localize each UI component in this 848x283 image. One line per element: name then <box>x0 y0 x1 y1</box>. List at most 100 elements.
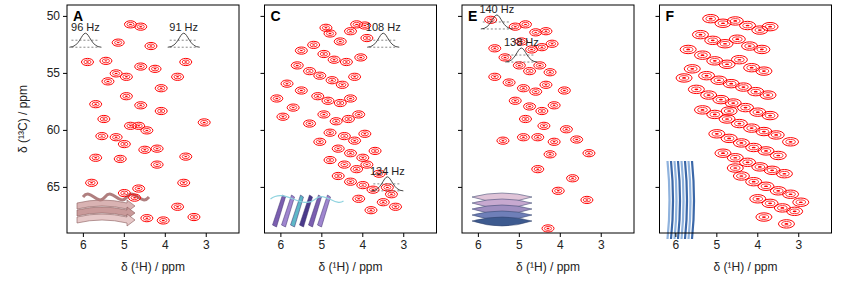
contour <box>751 89 761 94</box>
contour <box>345 61 348 62</box>
peak <box>731 56 747 64</box>
contour <box>188 213 200 220</box>
contour <box>355 54 367 61</box>
contour <box>764 185 768 187</box>
peak <box>385 191 397 198</box>
frame <box>462 5 634 233</box>
contour <box>369 209 372 210</box>
contour <box>157 217 169 224</box>
contour <box>727 17 743 25</box>
y-tick <box>656 73 660 74</box>
contour <box>721 22 725 24</box>
peak <box>727 164 743 172</box>
peak <box>318 111 330 118</box>
contour <box>310 43 317 47</box>
linewidth-label: 108 Hz <box>366 21 401 33</box>
peak <box>351 166 363 173</box>
peak <box>361 34 373 41</box>
contour <box>345 28 357 35</box>
contour <box>737 123 741 125</box>
peak <box>534 62 546 69</box>
barrel-strand <box>682 161 684 239</box>
contour <box>744 107 748 109</box>
slice-curve <box>367 33 399 47</box>
contour <box>349 181 352 182</box>
peak <box>517 85 529 92</box>
contour <box>121 142 128 146</box>
peak <box>180 153 192 160</box>
peak <box>90 154 102 161</box>
x-tick-label: 4 <box>359 238 366 252</box>
contour <box>558 87 570 94</box>
peak <box>133 122 145 129</box>
contour <box>137 103 144 107</box>
contour <box>762 131 766 133</box>
peak <box>81 58 93 65</box>
contour <box>733 167 737 169</box>
contour <box>182 182 185 183</box>
contour <box>528 106 531 107</box>
x-tick-label: 3 <box>598 238 605 252</box>
contour <box>359 183 366 187</box>
contour <box>332 172 344 179</box>
peak <box>281 80 293 87</box>
y-tick <box>261 130 265 131</box>
contour <box>394 206 397 207</box>
contour <box>357 55 364 59</box>
contour <box>538 45 545 49</box>
slice-curve <box>481 15 513 29</box>
contour <box>739 85 749 90</box>
contour <box>143 216 150 220</box>
contour <box>110 134 122 141</box>
contour <box>722 117 732 122</box>
contour <box>384 185 391 189</box>
contour <box>361 34 373 41</box>
contour <box>271 95 283 102</box>
contour <box>353 76 356 77</box>
contour <box>353 195 365 202</box>
peak <box>151 145 163 152</box>
contour <box>546 40 558 47</box>
contour <box>316 140 323 144</box>
contour <box>113 71 120 75</box>
contour <box>86 179 98 186</box>
contour <box>516 63 523 67</box>
contour <box>119 158 122 159</box>
contour <box>182 155 189 159</box>
contour <box>367 186 379 193</box>
peak <box>676 74 692 82</box>
contour <box>701 109 705 111</box>
contour <box>135 124 142 128</box>
peak <box>328 56 340 63</box>
peak <box>489 73 501 80</box>
peak <box>758 182 774 190</box>
contour <box>741 105 751 110</box>
x-tick-label: 5 <box>516 238 523 252</box>
contour <box>730 155 740 160</box>
contour <box>514 100 517 101</box>
contour <box>740 21 756 29</box>
contour <box>713 114 717 116</box>
contour <box>707 57 723 65</box>
contour <box>337 175 340 176</box>
contour <box>735 57 745 62</box>
contour <box>369 147 381 154</box>
contour <box>382 202 385 203</box>
contour <box>553 141 556 142</box>
contour <box>753 110 763 115</box>
contour <box>374 150 377 151</box>
contour <box>780 171 790 176</box>
peak <box>738 103 754 111</box>
contour <box>571 136 583 143</box>
baseline <box>483 28 511 29</box>
contour <box>115 73 118 74</box>
x-tick-label: 3 <box>203 238 210 252</box>
y-tick <box>656 187 660 188</box>
contour <box>534 32 537 33</box>
contour <box>343 60 350 64</box>
contour <box>320 112 327 116</box>
contour <box>760 91 776 99</box>
contour <box>519 21 531 28</box>
contour <box>114 155 126 162</box>
y-tick <box>458 187 462 188</box>
